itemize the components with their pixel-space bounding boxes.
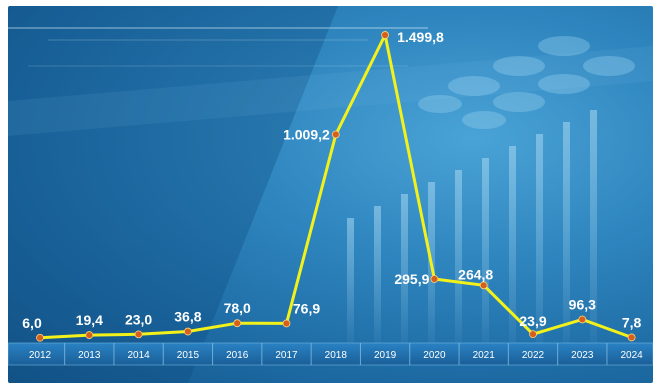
data-label: 78,0: [224, 300, 251, 316]
x-tick-label: 2012: [29, 350, 52, 361]
data-point: [331, 130, 340, 139]
data-label: 23,9: [519, 313, 546, 329]
x-tick-label: 2015: [177, 350, 200, 361]
data-point: [282, 319, 291, 328]
x-tick-label: 2018: [325, 350, 348, 361]
data-point: [36, 333, 44, 342]
data-point: [479, 281, 488, 290]
data-label: 295,9: [394, 271, 429, 287]
data-point: [381, 31, 390, 39]
x-tick-label: 2021: [473, 350, 496, 361]
data-point: [430, 275, 439, 283]
data-label: 1.009,2: [283, 126, 330, 142]
data-label: 1.499,8: [397, 29, 444, 45]
data-point: [578, 315, 587, 324]
data-label: 96,3: [569, 296, 596, 312]
chart-frame: 2012 2013 2014 2015 2016 2017 2018 2019 2020 2021…: [8, 6, 653, 383]
background-decoration: [8, 6, 653, 383]
x-tick-label: 2024: [620, 350, 643, 361]
series-markers: [36, 31, 636, 342]
data-label: 23,0: [125, 311, 152, 327]
data-label: 19,4: [76, 312, 103, 328]
x-tick-label: 2013: [78, 350, 101, 361]
x-tick-label: 2023: [571, 350, 594, 361]
data-label: 7,8: [622, 314, 642, 330]
x-tick-label: 2019: [374, 350, 397, 361]
data-label: 6,0: [22, 315, 42, 331]
data-point: [627, 333, 636, 342]
data-label: 36,8: [174, 309, 201, 325]
line-chart: 2012 2013 2014 2015 2016 2017 2018 2019 2020 2021…: [8, 6, 653, 383]
x-axis: 2012 2013 2014 2015 2016 2017 2018 2019 2020 2021…: [29, 343, 643, 365]
data-label: 264,8: [458, 266, 493, 282]
data-point: [233, 319, 242, 328]
data-labels: 6,0 19,4 23,0 36,8 78,0 76,9 1.009,2 1.499,8 295…: [22, 29, 641, 331]
data-point: [183, 327, 192, 336]
x-tick-label: 2014: [127, 350, 150, 361]
x-axis-band: [8, 342, 653, 366]
data-point: [529, 330, 537, 339]
data-label: 76,9: [293, 300, 320, 316]
data-point: [85, 331, 94, 339]
x-tick-label: 2022: [522, 350, 545, 361]
x-tick-label: 2017: [275, 350, 298, 361]
x-tick-label: 2016: [226, 350, 249, 361]
x-tick-label: 2020: [423, 350, 446, 361]
data-point: [134, 330, 143, 339]
